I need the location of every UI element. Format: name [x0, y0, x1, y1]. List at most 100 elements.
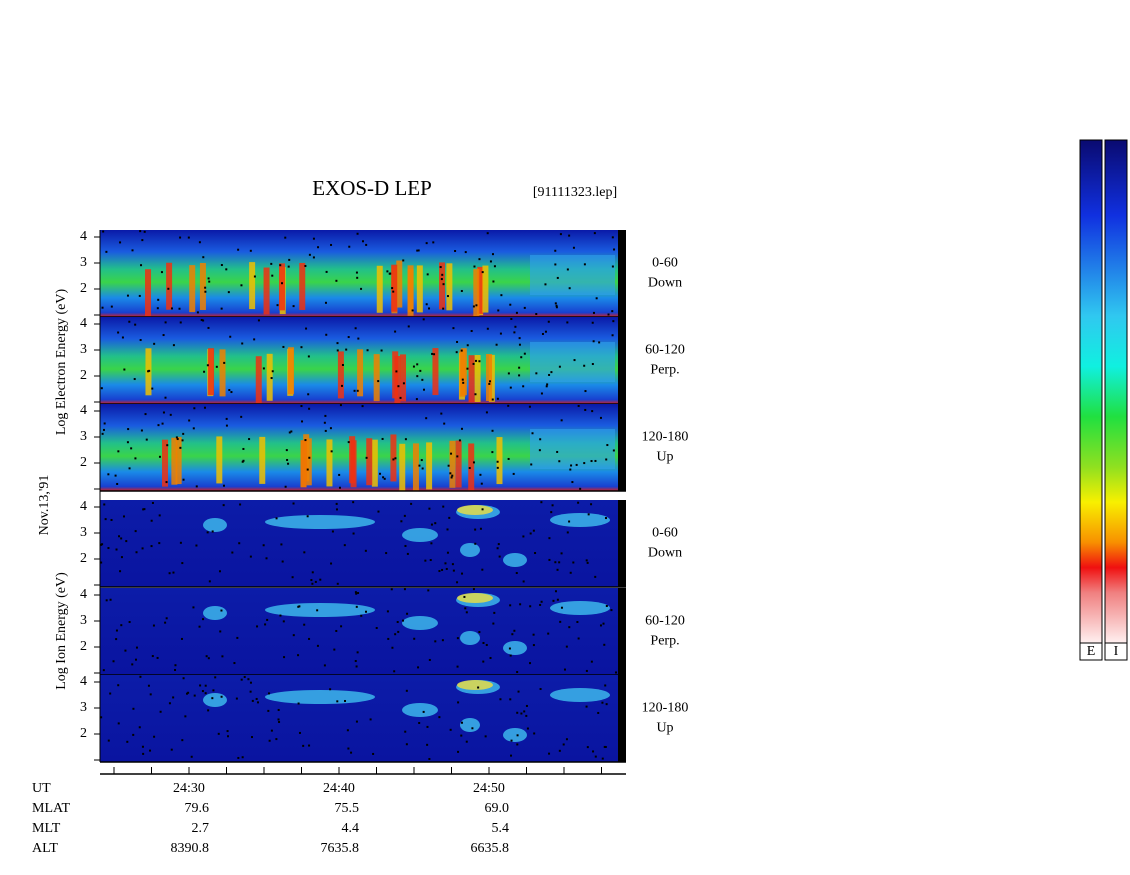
- ion-feature: [402, 616, 438, 630]
- noise-dot: [507, 457, 510, 460]
- noise-dot: [206, 364, 209, 367]
- noise-dot: [510, 754, 513, 757]
- noise-dot: [356, 232, 359, 235]
- noise-dot: [308, 637, 311, 640]
- noise-dot: [591, 321, 594, 324]
- noise-dot: [170, 307, 173, 310]
- noise-dot: [566, 531, 569, 534]
- noise-dot: [235, 697, 238, 700]
- noise-dot: [491, 429, 494, 432]
- noise-dot: [462, 381, 465, 384]
- noise-dot: [607, 313, 610, 316]
- noise-dot: [116, 482, 119, 485]
- y-tick-label: 4: [80, 229, 87, 244]
- noise-dot: [120, 624, 123, 627]
- noise-dot: [456, 455, 459, 458]
- noise-dot: [356, 651, 359, 654]
- noise-dot: [513, 331, 516, 334]
- noise-dot: [248, 438, 251, 441]
- noise-dot: [598, 341, 601, 344]
- noise-dot: [556, 568, 559, 571]
- colorbar-label: E: [1087, 644, 1096, 659]
- noise-dot: [102, 428, 105, 431]
- noise-dot: [452, 327, 455, 330]
- burst: [366, 438, 373, 486]
- noise-dot: [158, 455, 161, 458]
- noise-dot: [202, 319, 205, 322]
- noise-dot: [594, 459, 597, 462]
- noise-dot: [569, 571, 572, 574]
- burst: [305, 438, 312, 486]
- burst: [299, 262, 306, 310]
- noise-dot: [109, 598, 112, 601]
- noise-dot: [439, 266, 442, 269]
- burst: [350, 440, 357, 488]
- noise-dot: [491, 253, 494, 256]
- noise-dot: [577, 637, 580, 640]
- noise-dot: [149, 749, 152, 752]
- noise-dot: [307, 393, 310, 396]
- noise-dot: [416, 249, 419, 252]
- y-tick-label: 2: [80, 281, 87, 296]
- noise-dot: [226, 730, 229, 733]
- noise-dot: [222, 504, 225, 507]
- noise-dot: [465, 611, 468, 614]
- noise-dot: [583, 263, 586, 266]
- row-value: 6635.8: [471, 841, 510, 856]
- noise-dot: [312, 256, 315, 259]
- noise-dot: [220, 307, 223, 310]
- noise-dot: [282, 345, 285, 348]
- noise-dot: [119, 570, 122, 573]
- burst: [449, 440, 456, 488]
- noise-dot: [354, 660, 357, 663]
- panel-edge: [618, 317, 626, 404]
- noise-dot: [308, 407, 311, 410]
- ion-feature: [402, 703, 438, 717]
- noise-dot: [298, 731, 301, 734]
- noise-dot: [430, 523, 433, 526]
- noise-dot: [100, 561, 103, 564]
- noise-dot: [497, 543, 500, 546]
- noise-dot: [325, 333, 328, 336]
- noise-dot: [271, 274, 274, 277]
- noise-dot: [532, 633, 535, 636]
- noise-dot: [606, 444, 609, 447]
- noise-dot: [239, 503, 242, 506]
- noise-dot: [493, 265, 496, 268]
- noise-dot: [316, 644, 319, 647]
- noise-dot: [507, 372, 510, 375]
- row-value: 2.7: [192, 821, 210, 836]
- noise-dot: [228, 389, 231, 392]
- noise-dot: [377, 380, 380, 383]
- noise-dot: [156, 307, 159, 310]
- noise-dot: [428, 507, 431, 510]
- noise-dot: [151, 501, 154, 504]
- noise-dot: [329, 427, 332, 430]
- noise-dot: [547, 632, 550, 635]
- spectrogram-panel: [100, 500, 618, 587]
- colorbar: [1104, 139, 1128, 644]
- noise-dot: [302, 744, 305, 747]
- noise-dot: [522, 580, 525, 583]
- noise-dot: [380, 349, 383, 352]
- noise-dot: [276, 304, 279, 307]
- noise-dot: [297, 605, 300, 608]
- noise-dot: [152, 624, 155, 627]
- noise-dot: [227, 735, 230, 738]
- burst: [446, 263, 453, 311]
- noise-dot: [249, 690, 252, 693]
- noise-dot: [518, 374, 521, 377]
- noise-dot: [338, 486, 341, 489]
- noise-dot: [440, 278, 443, 281]
- burst: [371, 439, 378, 487]
- ion-feature: [550, 688, 610, 702]
- noise-dot: [443, 422, 446, 425]
- noise-dot: [456, 637, 459, 640]
- noise-dot: [286, 458, 289, 461]
- noise-dot: [223, 361, 226, 364]
- burst: [288, 347, 295, 395]
- colorbar: [1079, 139, 1103, 644]
- noise-dot: [355, 271, 358, 274]
- noise-dot: [590, 660, 593, 663]
- noise-dot: [512, 472, 515, 475]
